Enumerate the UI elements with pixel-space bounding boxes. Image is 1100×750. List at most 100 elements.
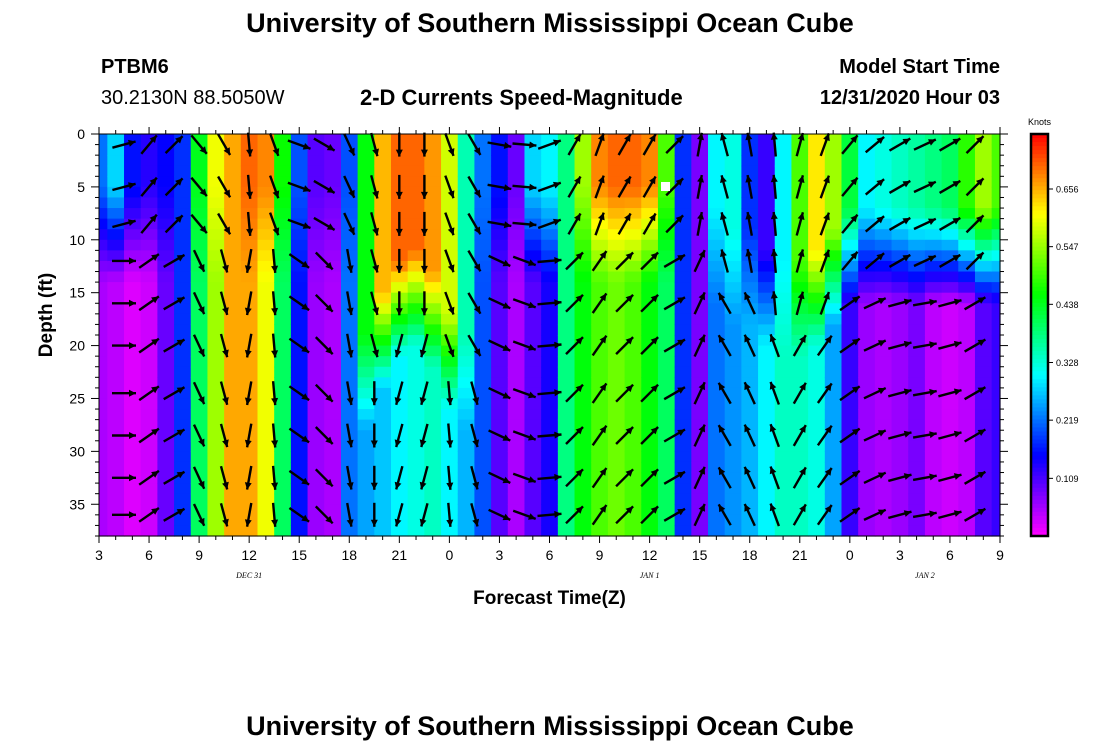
heatmap-cell (107, 303, 125, 315)
heatmap-cell (124, 356, 142, 368)
colorbar-swatch (1031, 306, 1048, 312)
heatmap-cell (657, 186, 676, 199)
heatmap-cell (107, 292, 125, 304)
heatmap-cell (157, 483, 175, 495)
heatmap-cell (290, 176, 309, 188)
heatmap-cell (774, 377, 793, 389)
heatmap-cell (390, 525, 409, 537)
x-tick-label: 3 (95, 547, 103, 563)
heatmap-cell (674, 271, 692, 283)
heatmap-cell (657, 525, 676, 537)
heatmap-cell (290, 483, 309, 495)
heatmap-cell (607, 504, 626, 516)
colorbar-swatch (1031, 475, 1048, 481)
heatmap-cell (524, 430, 542, 442)
heatmap-cell (357, 239, 375, 251)
heatmap-cell (974, 218, 993, 230)
current-arrow (594, 175, 605, 199)
heatmap-cell (891, 409, 909, 421)
heatmap-cell (541, 208, 559, 220)
heatmap-cell (124, 440, 142, 452)
heatmap-cell (958, 239, 976, 251)
heatmap-cell (991, 451, 1001, 463)
heatmap-cell (290, 366, 309, 378)
heatmap-cell (107, 514, 125, 527)
heatmap-cell (340, 208, 359, 220)
heatmap-cell (457, 504, 476, 516)
heatmap-cell (140, 377, 158, 389)
current-arrow (839, 427, 861, 444)
heatmap-cell (991, 239, 1001, 251)
heatmap-cell (641, 345, 659, 357)
heatmap-cell (157, 430, 175, 442)
heatmap-cell (190, 292, 209, 304)
current-arrow (420, 248, 428, 273)
colorbar-swatch (1031, 431, 1048, 437)
heatmap-cell (357, 483, 375, 495)
heatmap-cell (958, 324, 976, 336)
x-tick-label: 9 (596, 547, 604, 563)
heatmap-cell (657, 134, 676, 146)
x-tick-label: 0 (846, 547, 854, 563)
heatmap-cell (307, 155, 325, 167)
heatmap-cell (691, 208, 709, 220)
heatmap-cell (691, 525, 709, 537)
current-arrow (591, 425, 608, 446)
heatmap-cell (140, 461, 158, 474)
heatmap-cell (974, 451, 993, 463)
heatmap-cell (207, 525, 225, 537)
heatmap-cell (557, 387, 576, 400)
heatmap-cell (107, 345, 125, 357)
heatmap-cell (407, 409, 425, 421)
current-arrow (370, 211, 379, 236)
heatmap-cell (224, 165, 242, 177)
heatmap-cell (374, 461, 392, 474)
heatmap-cell (641, 313, 659, 326)
heatmap-cell (357, 186, 375, 199)
current-arrow (537, 181, 562, 193)
heatmap-cell (491, 419, 509, 431)
current-arrow (244, 381, 253, 406)
heatmap-cell (574, 324, 592, 336)
heatmap-cell (307, 461, 325, 474)
heatmap-cell (140, 282, 158, 294)
heatmap-cell (157, 461, 175, 474)
heatmap-cell (591, 525, 609, 537)
heatmap-cell (107, 186, 125, 199)
current-arrow (192, 334, 206, 358)
heatmap-cell (307, 504, 325, 516)
heatmap-cell (140, 197, 158, 209)
heatmap-cell (741, 451, 759, 463)
heatmap-cell (624, 387, 642, 400)
heatmap-cell (774, 335, 793, 347)
heatmap-cell (390, 366, 409, 378)
heatmap-cell (991, 493, 1001, 505)
heatmap-cell (324, 377, 342, 389)
current-arrow (863, 339, 887, 352)
heatmap-cell (457, 345, 476, 357)
heatmap-cell (424, 525, 442, 537)
heatmap-cell (124, 493, 142, 505)
heatmap-cell (841, 144, 859, 156)
heatmap-cell (99, 155, 108, 167)
heatmap-cell (624, 525, 642, 537)
heatmap-cell (190, 155, 209, 167)
current-arrow (913, 254, 937, 268)
heatmap-cell (891, 292, 909, 304)
heatmap-cell (791, 239, 809, 251)
heatmap-cell (140, 303, 158, 315)
heatmap-cell (574, 504, 592, 516)
heatmap-cell (174, 356, 192, 368)
heatmap-cell (958, 292, 976, 304)
heatmap-cell (557, 313, 576, 326)
current-arrow (839, 295, 861, 312)
heatmap-cell (691, 398, 709, 410)
station-coordinates: 30.2130N 88.5050W (101, 87, 285, 109)
heatmap-cell (441, 525, 459, 537)
heatmap-cell (607, 514, 626, 527)
heatmap-cell (190, 335, 209, 347)
heatmap-cell (924, 345, 943, 357)
heatmap-cell (424, 134, 442, 146)
heatmap-cell (991, 514, 1001, 527)
heatmap-cell (307, 514, 325, 527)
